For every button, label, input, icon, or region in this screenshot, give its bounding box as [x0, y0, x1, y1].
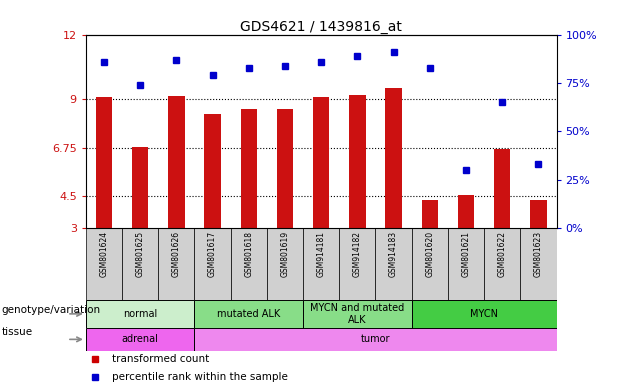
Bar: [422, 200, 438, 228]
Text: GSM801625: GSM801625: [135, 230, 144, 277]
Text: GSM801626: GSM801626: [172, 230, 181, 277]
Bar: [484, 228, 520, 300]
Text: GSM801624: GSM801624: [99, 230, 109, 277]
Text: GSM914183: GSM914183: [389, 230, 398, 277]
Bar: [86, 300, 195, 328]
Text: mutated ALK: mutated ALK: [217, 309, 280, 319]
Text: tissue: tissue: [1, 327, 32, 337]
Text: GSM914182: GSM914182: [353, 230, 362, 276]
Text: MYCN: MYCN: [470, 309, 498, 319]
Text: MYCN and mutated
ALK: MYCN and mutated ALK: [310, 303, 404, 324]
Bar: [303, 300, 411, 328]
Text: GSM801618: GSM801618: [244, 230, 253, 276]
Text: GSM801623: GSM801623: [534, 230, 543, 277]
Bar: [375, 228, 411, 300]
Bar: [530, 200, 546, 228]
Text: GSM914181: GSM914181: [317, 230, 326, 276]
Bar: [158, 228, 195, 300]
Bar: [303, 228, 339, 300]
Bar: [195, 228, 231, 300]
Bar: [520, 228, 556, 300]
Bar: [96, 97, 112, 228]
Bar: [267, 228, 303, 300]
Text: normal: normal: [123, 309, 157, 319]
Text: transformed count: transformed count: [112, 354, 209, 364]
Text: genotype/variation: genotype/variation: [1, 305, 100, 315]
Bar: [195, 300, 303, 328]
Bar: [411, 300, 556, 328]
Bar: [122, 228, 158, 300]
Bar: [231, 228, 267, 300]
Bar: [168, 96, 184, 228]
Text: GSM801620: GSM801620: [425, 230, 434, 277]
Bar: [448, 228, 484, 300]
Bar: [277, 109, 293, 228]
Bar: [385, 88, 402, 228]
Text: GSM801619: GSM801619: [280, 230, 289, 277]
Bar: [313, 97, 329, 228]
Text: GSM801617: GSM801617: [208, 230, 217, 277]
Bar: [86, 228, 122, 300]
Bar: [458, 195, 474, 228]
Bar: [339, 228, 375, 300]
Title: GDS4621 / 1439816_at: GDS4621 / 1439816_at: [240, 20, 402, 33]
Bar: [204, 114, 221, 228]
Text: tumor: tumor: [361, 334, 391, 344]
Bar: [349, 95, 366, 228]
Bar: [494, 149, 510, 228]
Text: percentile rank within the sample: percentile rank within the sample: [112, 372, 287, 382]
Text: adrenal: adrenal: [121, 334, 158, 344]
Text: GSM801622: GSM801622: [498, 230, 507, 276]
Bar: [195, 328, 556, 351]
Bar: [86, 328, 195, 351]
Bar: [240, 109, 257, 228]
Text: GSM801621: GSM801621: [462, 230, 471, 276]
Bar: [411, 228, 448, 300]
Bar: [132, 147, 148, 228]
